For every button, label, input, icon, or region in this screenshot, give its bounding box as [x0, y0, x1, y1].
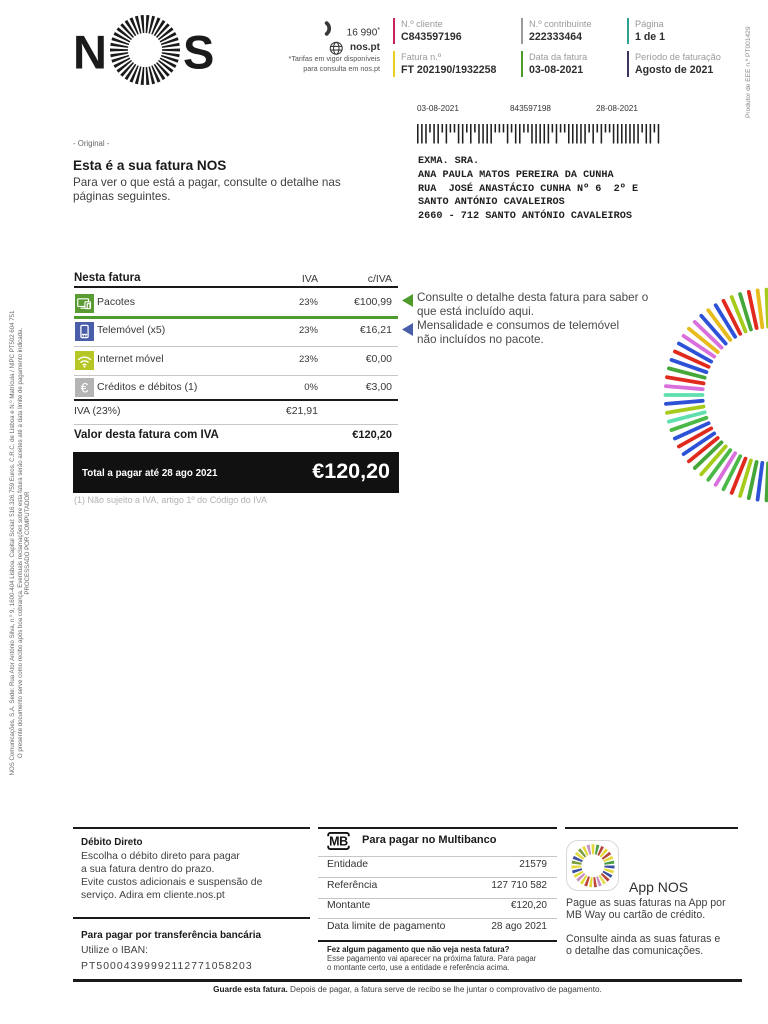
svg-text:S: S: [183, 26, 214, 79]
svg-text:€: €: [81, 380, 89, 395]
svg-text:N: N: [73, 26, 107, 79]
svg-text:MB: MB: [329, 835, 348, 849]
